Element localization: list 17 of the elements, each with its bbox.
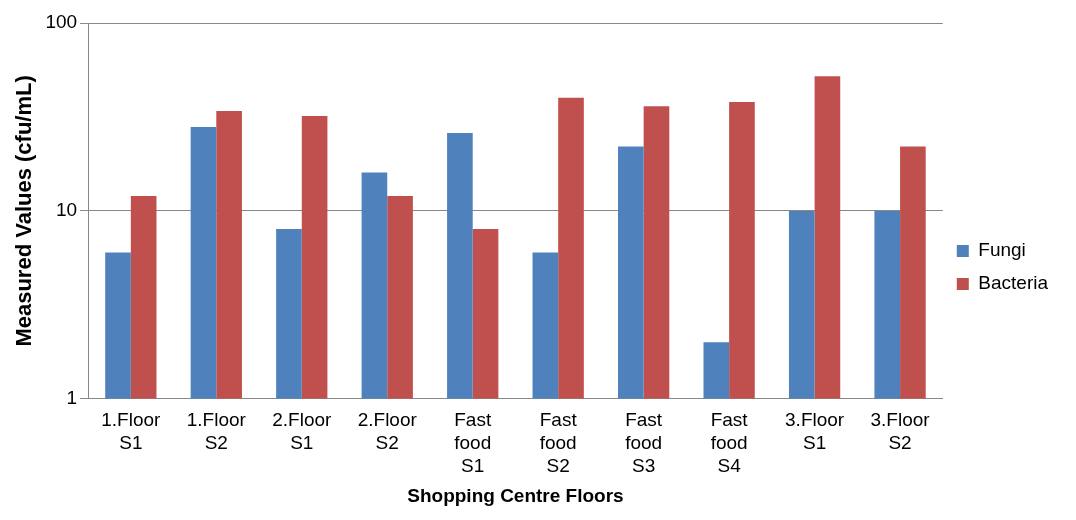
x-tick-label: 2.Floor S2 — [357, 409, 418, 454]
y-tick-label: 10 — [55, 199, 78, 221]
x-tick-label: 2.Floor S1 — [272, 409, 333, 454]
x-tick-label: 1.Floor S1 — [101, 409, 162, 454]
x-tick-label: 3.Floor S1 — [785, 409, 845, 454]
x-tick-label: Fast food S4 — [710, 409, 749, 477]
x-tick-label: Fast food S2 — [539, 409, 578, 477]
x-tick-label: 1.Floor S2 — [186, 409, 247, 454]
x-tick-label: Fast food S3 — [625, 409, 663, 477]
legend-label: Bacteria — [978, 272, 1049, 294]
y-tick-label: 100 — [45, 11, 78, 33]
x-tick-label: 3.Floor S2 — [870, 409, 931, 454]
x-axis-title: Shopping Centre Floors — [407, 484, 624, 506]
legend-label: Fungi — [978, 239, 1026, 261]
x-tick-label: Fast food S1 — [454, 409, 492, 477]
y-tick-label: 1 — [66, 387, 78, 409]
y-axis-title: Measured Values (cfu/mL) — [11, 75, 37, 347]
